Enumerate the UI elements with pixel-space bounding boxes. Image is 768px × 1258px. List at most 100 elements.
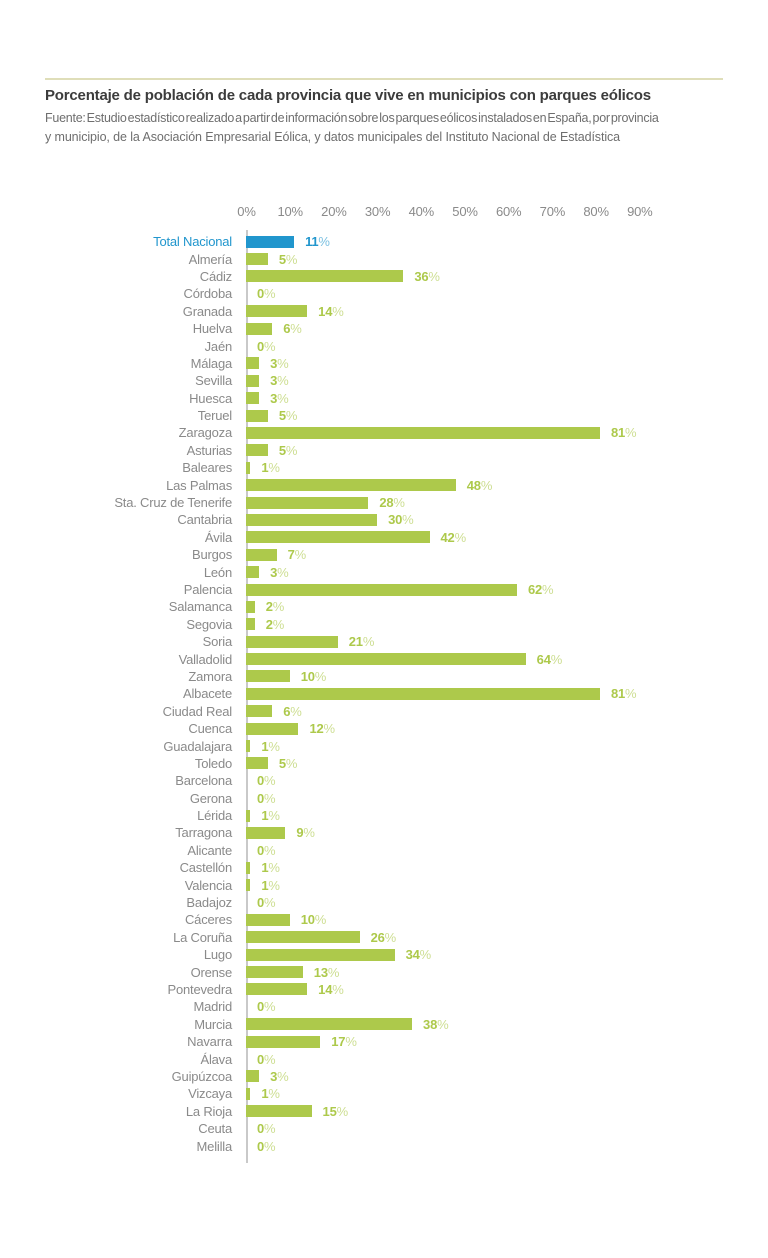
x-axis-tick: 20% (321, 204, 347, 219)
chart-row: Córdoba 0% (0, 285, 768, 302)
bar (246, 357, 260, 370)
value-label: 81% (610, 686, 637, 702)
chart-row: Lugo 34% (0, 946, 768, 963)
x-axis-tick: 10% (277, 204, 303, 219)
chart-row: Madrid 0% (0, 998, 768, 1015)
category-label: Granada (182, 303, 232, 319)
chart-row: Orense 13% (0, 963, 768, 980)
chart-row: Alicante 0% (0, 842, 768, 859)
bar (246, 270, 404, 283)
chart-row: Segovia 2% (0, 616, 768, 633)
value-label: 38% (423, 1016, 449, 1032)
chart-row: Huesca 3% (0, 390, 768, 407)
value-label: 0% (257, 773, 276, 789)
category-label: Sta. Cruz de Tenerife (114, 495, 232, 511)
category-label: Lugo (203, 947, 232, 963)
chart-row: Albacete 81% (0, 685, 768, 702)
bar (246, 426, 600, 439)
bar (246, 305, 308, 318)
value-label: 9% (296, 825, 315, 841)
value-label: 30% (388, 512, 414, 528)
bar (246, 1105, 312, 1118)
category-label: Gerona (189, 790, 232, 806)
value-label: 1% (261, 808, 280, 824)
value-label: 21% (348, 634, 375, 650)
bar (246, 322, 273, 335)
chart-row: Zamora 10% (0, 668, 768, 685)
chart-header: Porcentaje de población de cada provinci… (45, 78, 725, 147)
value-label: 1% (261, 877, 280, 893)
category-label: León (203, 564, 232, 580)
chart-row: Guadalajara 1% (0, 737, 768, 754)
value-label: 2% (265, 599, 285, 615)
value-label: 5% (278, 755, 298, 771)
value-label: 62% (527, 582, 554, 597)
value-label: 34% (405, 947, 432, 963)
category-label: Zaragoza (178, 425, 233, 441)
bar (246, 861, 251, 874)
bar (246, 931, 360, 944)
value-label: 0% (257, 790, 276, 806)
chart-row: Almería 5% (0, 250, 768, 267)
chart-row: Guipúzcoa 3% (0, 1068, 768, 1085)
bar (246, 409, 268, 422)
chart-row: Zaragoza 81% (0, 424, 768, 441)
chart-row: Salamanca 2% (0, 598, 768, 615)
category-label: Orense (190, 964, 233, 980)
bar (246, 253, 268, 266)
bar (246, 235, 295, 248)
category-label: Huelva (192, 321, 232, 337)
value-label: 12% (309, 721, 335, 737)
chart-row: Valladolid 64% (0, 650, 768, 667)
chart-row: Álava 0% (0, 1050, 768, 1067)
x-axis-tick: 40% (408, 204, 435, 219)
chart-row: Navarra 17% (0, 1033, 768, 1050)
value-label: 17% (331, 1034, 357, 1050)
chart-row: Sevilla 3% (0, 372, 768, 389)
value-label: 14% (318, 303, 344, 319)
value-label: 10% (300, 668, 327, 684)
bar (246, 583, 517, 596)
chart-row: Cuenca 12% (0, 720, 768, 737)
title-rule (45, 78, 723, 80)
x-axis-tick: 90% (627, 204, 653, 219)
bar (246, 1035, 321, 1048)
category-label: Tarragona (175, 825, 232, 841)
chart-row: Ceuta 0% (0, 1120, 768, 1137)
bar (246, 635, 338, 648)
category-label: Ávila (204, 529, 232, 545)
category-label: Asturias (186, 442, 233, 458)
category-label: Valencia (184, 877, 233, 893)
chart-row: Melilla 0% (0, 1137, 768, 1154)
category-label: Baleares (182, 460, 232, 476)
category-label: Ciudad Real (162, 703, 233, 719)
bar (246, 757, 268, 770)
chart-row: Lérida 1% (0, 807, 768, 824)
bar (246, 1070, 260, 1083)
x-axis-tick: 80% (583, 204, 609, 219)
category-label: Alicante (187, 842, 232, 858)
x-axis-tick: 70% (539, 204, 566, 219)
chart-row: Ciudad Real 6% (0, 703, 768, 720)
value-label: 0% (257, 286, 276, 302)
chart-row: Baleares 1% (0, 459, 768, 476)
x-axis-tick: 0% (237, 204, 256, 219)
category-label: Castellón (179, 860, 233, 876)
x-axis-tick: 60% (495, 204, 522, 219)
category-label: Melilla (196, 1138, 233, 1154)
category-label: Cádiz (199, 268, 232, 284)
value-label: 3% (270, 1068, 289, 1084)
bar (246, 566, 260, 579)
value-label: 0% (257, 1138, 276, 1154)
category-label: Segovia (186, 616, 232, 632)
value-label: 48% (466, 477, 493, 493)
chart-row: Barcelona 0% (0, 772, 768, 789)
chart-row: Badajoz 0% (0, 894, 768, 911)
value-label: 3% (270, 355, 289, 371)
value-label: 26% (370, 929, 397, 945)
value-label: 1% (261, 860, 280, 876)
value-label: 1% (261, 1086, 280, 1102)
category-label: Salamanca (168, 599, 232, 615)
bar (246, 600, 255, 613)
